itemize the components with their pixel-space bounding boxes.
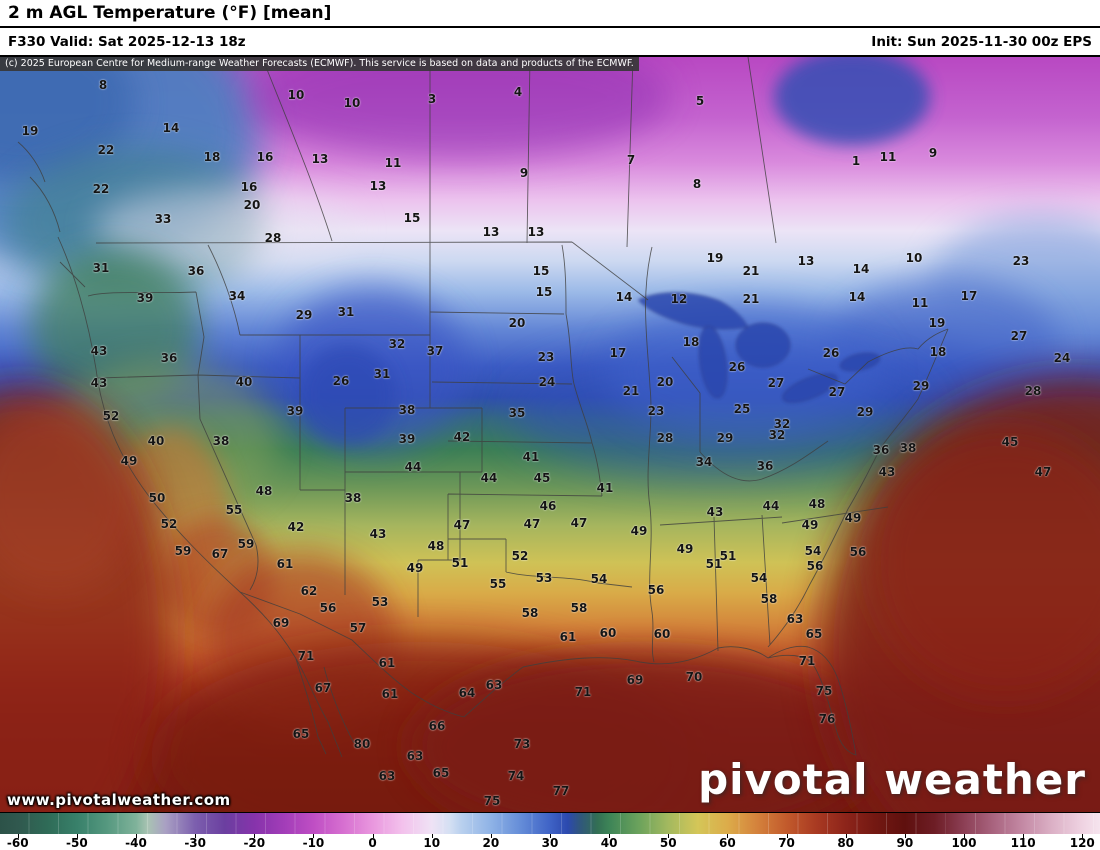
colorbar-tick-label: 10 — [423, 836, 441, 850]
colorbar-tick — [845, 834, 847, 838]
valid-time-label: F330 Valid: Sat 2025-12-13 18z — [8, 33, 246, 50]
colorbar-tick-label: 40 — [600, 836, 618, 850]
colorbar-tick-label: -10 — [302, 836, 325, 850]
great-lakes — [637, 292, 880, 403]
colorbar-tick — [1023, 834, 1025, 838]
copyright-notice: (c) 2025 European Centre for Medium-rang… — [0, 57, 639, 71]
colorbar-tick-label: -50 — [66, 836, 88, 850]
colorbar-tick-label: 60 — [719, 836, 736, 850]
colorbar-gradient — [0, 813, 1100, 834]
colorbar-tick-label: -30 — [184, 836, 206, 850]
colorbar-tick — [609, 834, 611, 838]
colorbar-tick — [76, 834, 78, 838]
colorbar-tick — [550, 834, 551, 838]
colorbar-tick-label: 90 — [896, 836, 914, 850]
colorbar-tick — [431, 834, 433, 838]
map-area: (c) 2025 European Centre for Medium-rang… — [0, 57, 1100, 812]
colorbar-tick-label: 50 — [659, 836, 677, 850]
colorbar-tick-label: 20 — [482, 836, 500, 850]
colorbar-tick-label: -20 — [243, 836, 266, 850]
temperature-field-map — [0, 57, 1100, 812]
colorbar-tick — [963, 834, 965, 838]
colorbar-tick — [195, 834, 197, 838]
watermark: www.pivotalweather.com — [7, 791, 231, 809]
header: 2 m AGL Temperature (°F) [mean] F330 Val… — [0, 0, 1100, 57]
colorbar-tick-label: -60 — [6, 836, 29, 850]
colorbar-tick-label: 110 — [1010, 836, 1036, 850]
colorbar-tick-label: 0 — [368, 836, 377, 850]
colorbar-tick — [786, 834, 788, 838]
colorbar-tick-label: 70 — [778, 836, 795, 850]
colorbar-tick-label: 120 — [1069, 836, 1095, 850]
pivotal-weather-logo: pivotal weather — [698, 755, 1086, 804]
geographic-borders — [17, 57, 949, 758]
colorbar-tick — [254, 834, 256, 838]
colorbar-labels: -60 -50 -40 -30 -20 -10 0 10 20 30 40 50 60 70 80 90 100… — [0, 834, 1100, 850]
subheader: F330 Valid: Sat 2025-12-13 18z Init: Sun… — [0, 28, 1100, 57]
colorbar-tick — [727, 834, 729, 838]
colorbar-tick — [904, 834, 906, 838]
colorbar-tick — [490, 834, 492, 838]
colorbar-tick — [372, 834, 374, 838]
colorbar-tick-label: 30 — [541, 836, 559, 850]
colorbar-tick — [17, 834, 19, 838]
temperature-anomaly-blobs — [0, 57, 1100, 812]
colorbar-tick — [668, 834, 670, 838]
colorbar-tick-label: 100 — [951, 836, 977, 850]
colorbar-tick — [313, 834, 315, 838]
colorbar-tick-label: -40 — [125, 836, 147, 850]
colorbar: -60 -50 -40 -30 -20 -10 0 10 20 30 40 50 60 70 80 90 100… — [0, 812, 1100, 850]
colorbar-tick — [136, 834, 138, 838]
colorbar-tick-label: 80 — [837, 836, 855, 850]
page-title: 2 m AGL Temperature (°F) [mean] — [0, 0, 1100, 28]
init-time-label: Init: Sun 2025-11-30 00z EPS — [871, 33, 1092, 50]
colorbar-tick — [1082, 834, 1084, 838]
